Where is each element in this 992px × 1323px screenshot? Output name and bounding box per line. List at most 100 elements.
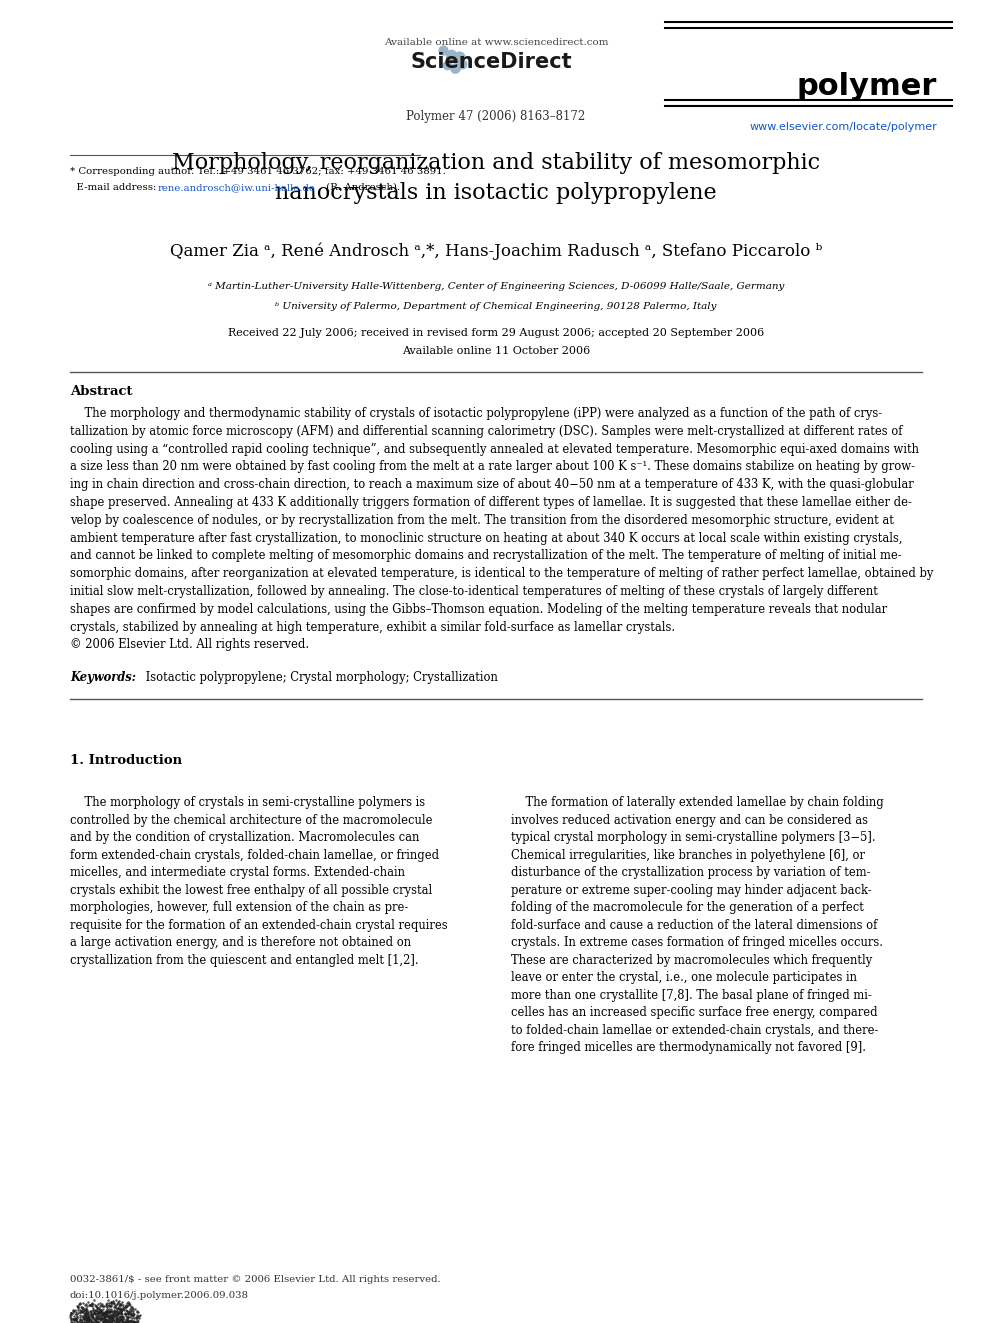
Point	[112, 1310, 128, 1323]
Point	[72, 1310, 88, 1323]
Point	[76, 1316, 92, 1323]
Text: Chemical irregularities, like branches in polyethylene [6], or: Chemical irregularities, like branches i…	[511, 848, 865, 861]
Point	[110, 1297, 126, 1318]
Point	[97, 1311, 113, 1323]
Point	[87, 1294, 103, 1315]
Point	[111, 1312, 127, 1323]
Point	[86, 1320, 102, 1323]
Point	[105, 1312, 121, 1323]
Point	[108, 1311, 124, 1323]
Point	[111, 1295, 127, 1316]
Point	[106, 1319, 122, 1323]
Point	[111, 1312, 127, 1323]
Point	[63, 1307, 79, 1323]
Point	[88, 1312, 104, 1323]
Point	[94, 1303, 110, 1323]
Point	[118, 1295, 134, 1316]
Point	[84, 1308, 100, 1323]
Text: Qamer Zia ᵃ, René Androsch ᵃ,*, Hans-Joachim Radusch ᵃ, Stefano Piccarolo ᵇ: Qamer Zia ᵃ, René Androsch ᵃ,*, Hans-Joa…	[170, 242, 822, 259]
Text: shape preserved. Annealing at 433 K additionally triggers formation of different: shape preserved. Annealing at 433 K addi…	[70, 496, 912, 509]
Point	[111, 1298, 127, 1319]
Point	[104, 1316, 120, 1323]
Point	[68, 1303, 84, 1323]
Point	[121, 1316, 137, 1323]
Point	[87, 1311, 103, 1323]
Point	[110, 1315, 126, 1323]
Point	[113, 1306, 129, 1323]
Point	[115, 1298, 131, 1319]
Point	[86, 1303, 102, 1323]
Point	[95, 1311, 111, 1323]
Point	[72, 1318, 88, 1323]
Point	[89, 1308, 105, 1323]
Text: somorphic domains, after reorganization at elevated temperature, is identical to: somorphic domains, after reorganization …	[70, 568, 933, 581]
Point	[65, 1311, 81, 1323]
Point	[104, 1293, 120, 1314]
Text: to folded-chain lamellae or extended-chain crystals, and there-: to folded-chain lamellae or extended-cha…	[511, 1024, 878, 1037]
Point	[100, 1322, 116, 1323]
Point	[80, 1294, 96, 1315]
Point	[80, 1307, 96, 1323]
Text: fold-surface and cause a reduction of the lateral dimensions of: fold-surface and cause a reduction of th…	[511, 918, 877, 931]
Point	[86, 1314, 102, 1323]
Point	[78, 1308, 94, 1323]
Point	[71, 1293, 87, 1314]
Point	[74, 1318, 90, 1323]
Point	[94, 1318, 110, 1323]
Point	[99, 1314, 115, 1323]
Point	[85, 1298, 101, 1319]
Point	[88, 1306, 104, 1323]
Point	[130, 1310, 146, 1323]
Text: Received 22 July 2006; received in revised form 29 August 2006; accepted 20 Sept: Received 22 July 2006; received in revis…	[228, 328, 764, 337]
Point	[68, 1316, 84, 1323]
Point	[72, 1312, 88, 1323]
Point	[70, 1314, 86, 1323]
Point	[123, 1319, 139, 1323]
Point	[125, 1311, 141, 1323]
Point	[102, 1310, 118, 1323]
Point	[81, 1320, 97, 1323]
Point	[78, 1304, 94, 1323]
Point	[116, 1320, 132, 1323]
Point	[83, 1295, 99, 1316]
Point	[108, 1316, 124, 1323]
Point	[98, 1310, 114, 1323]
Point	[98, 1319, 114, 1323]
Point	[114, 1306, 130, 1323]
Text: ᵇ University of Palermo, Department of Chemical Engineering, 90128 Palermo, Ital: ᵇ University of Palermo, Department of C…	[275, 302, 717, 311]
Point	[118, 1303, 134, 1323]
Point	[90, 1315, 106, 1323]
Point	[83, 1303, 99, 1323]
Point	[88, 1304, 104, 1323]
Point	[73, 1312, 89, 1323]
Point	[70, 1311, 86, 1323]
Point	[90, 1319, 106, 1323]
Point	[67, 1315, 83, 1323]
Point	[97, 1302, 113, 1323]
Point	[115, 1311, 131, 1323]
Text: Available online 11 October 2006: Available online 11 October 2006	[402, 347, 590, 356]
Point	[93, 1299, 109, 1320]
Point	[97, 1320, 113, 1323]
Point	[111, 1315, 127, 1323]
Point	[105, 1315, 121, 1323]
Point	[98, 1301, 114, 1322]
Point	[79, 1306, 95, 1323]
Point	[71, 1294, 87, 1315]
Point	[83, 1314, 99, 1323]
Point	[108, 1308, 124, 1323]
Point	[94, 1293, 110, 1314]
Point	[124, 1304, 140, 1323]
Point	[102, 1301, 118, 1322]
Point	[114, 1299, 130, 1320]
Point	[112, 1302, 128, 1323]
Point	[128, 1316, 144, 1323]
Point	[118, 1320, 134, 1323]
Point	[117, 1315, 133, 1323]
Point	[105, 1318, 121, 1323]
Text: involves reduced activation energy and can be considered as: involves reduced activation energy and c…	[511, 814, 868, 827]
Point	[114, 1316, 130, 1323]
Point	[66, 1306, 82, 1323]
Point	[117, 1303, 133, 1323]
Point	[89, 1307, 105, 1323]
